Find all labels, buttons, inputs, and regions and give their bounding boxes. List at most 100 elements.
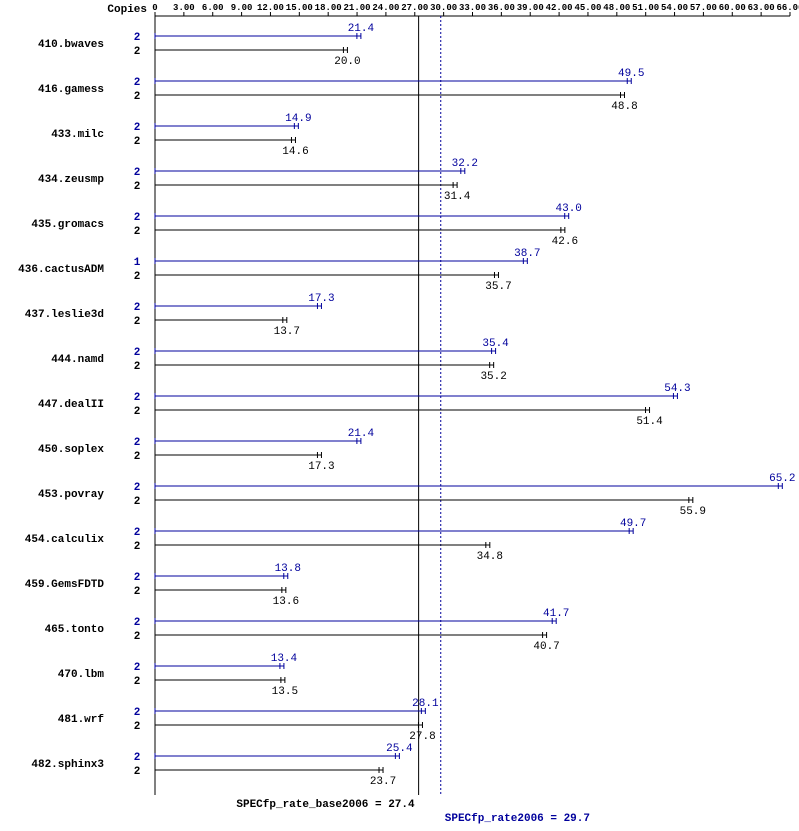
- copies-peak: 2: [134, 662, 141, 674]
- benchmark-label: 416.gamess: [38, 84, 104, 96]
- peak-value-label: 25.4: [386, 743, 413, 755]
- peak-value-label: 49.7: [620, 518, 646, 530]
- copies-base: 2: [134, 766, 141, 778]
- benchmark-label: 433.milc: [51, 129, 104, 141]
- peak-value-label: 65.2: [769, 473, 795, 485]
- base-value-label: 23.7: [370, 776, 396, 788]
- peak-value-label: 21.4: [348, 23, 375, 35]
- copies-base: 2: [134, 451, 141, 463]
- benchmark-label: 465.tonto: [45, 624, 105, 636]
- base-value-label: 35.2: [480, 371, 506, 383]
- base-value-label: 42.6: [552, 236, 578, 248]
- copies-base: 2: [134, 361, 141, 373]
- copies-base: 2: [134, 316, 141, 328]
- base-footer-label: SPECfp_rate_base2006 = 27.4: [236, 799, 415, 811]
- benchmark-label: 444.namd: [51, 354, 104, 366]
- x-axis-tick-label: 12.00: [257, 3, 284, 13]
- benchmark-label: 437.leslie3d: [25, 309, 104, 321]
- base-value-label: 27.8: [409, 731, 435, 743]
- benchmark-label: 481.wrf: [58, 714, 105, 726]
- x-axis-tick-label: 18.00: [315, 3, 342, 13]
- copies-base: 2: [134, 271, 141, 283]
- x-axis-tick-label: 54.00: [661, 3, 688, 13]
- peak-value-label: 38.7: [514, 248, 540, 260]
- copies-peak: 2: [134, 752, 141, 764]
- copies-peak: 2: [134, 347, 141, 359]
- copies-peak: 2: [134, 482, 141, 494]
- base-value-label: 13.6: [273, 596, 299, 608]
- x-axis-tick-label: 60.00: [719, 3, 746, 13]
- x-axis-tick-label: 66.00: [776, 3, 799, 13]
- peak-value-label: 28.1: [412, 698, 439, 710]
- benchmark-label: 470.lbm: [58, 669, 105, 681]
- copies-peak: 2: [134, 392, 141, 404]
- x-axis-tick-label: 63.00: [748, 3, 775, 13]
- benchmark-label: 482.sphinx3: [31, 759, 104, 771]
- copies-peak: 1: [134, 257, 141, 269]
- spec-rate-svg: 03.006.009.0012.0015.0018.0021.0024.0027…: [0, 0, 799, 831]
- benchmark-label: 410.bwaves: [38, 39, 104, 51]
- copies-base: 2: [134, 631, 141, 643]
- base-value-label: 55.9: [680, 506, 706, 518]
- x-axis-tick-label: 21.00: [344, 3, 371, 13]
- peak-value-label: 41.7: [543, 608, 569, 620]
- copies-peak: 2: [134, 617, 141, 629]
- peak-footer-label: SPECfp_rate2006 = 29.7: [445, 813, 590, 825]
- benchmark-label: 450.soplex: [38, 444, 104, 456]
- peak-value-label: 54.3: [664, 383, 690, 395]
- copies-peak: 2: [134, 32, 141, 44]
- benchmark-label: 453.povray: [38, 489, 104, 501]
- x-axis-tick-label: 30.00: [430, 3, 457, 13]
- x-axis-tick-label: 48.00: [603, 3, 630, 13]
- copies-peak: 2: [134, 302, 141, 314]
- copies-peak: 2: [134, 212, 141, 224]
- base-value-label: 31.4: [444, 191, 471, 203]
- base-value-label: 17.3: [308, 461, 334, 473]
- base-value-label: 13.7: [274, 326, 300, 338]
- copies-peak: 2: [134, 572, 141, 584]
- chart-background: [0, 0, 799, 831]
- peak-value-label: 17.3: [308, 293, 334, 305]
- copies-peak: 2: [134, 167, 141, 179]
- copies-base: 2: [134, 226, 141, 238]
- x-axis-tick-label: 15.00: [286, 3, 313, 13]
- base-value-label: 13.5: [272, 686, 298, 698]
- peak-value-label: 32.2: [452, 158, 478, 170]
- x-axis-tick-label: 6.00: [202, 3, 224, 13]
- benchmark-label: 459.GemsFDTD: [25, 579, 105, 591]
- copies-peak: 2: [134, 707, 141, 719]
- spec-rate-chart: 03.006.009.0012.0015.0018.0021.0024.0027…: [0, 0, 799, 831]
- x-axis-tick-label: 9.00: [231, 3, 253, 13]
- x-axis-tick-label: 57.00: [690, 3, 717, 13]
- x-axis-tick-label: 51.00: [632, 3, 659, 13]
- x-axis-tick-label: 0: [152, 3, 157, 13]
- base-value-label: 40.7: [533, 641, 559, 653]
- x-axis-tick-label: 36.00: [488, 3, 515, 13]
- peak-value-label: 13.4: [271, 653, 298, 665]
- peak-value-label: 43.0: [556, 203, 582, 215]
- base-value-label: 51.4: [636, 416, 663, 428]
- base-value-label: 48.8: [611, 101, 637, 113]
- x-axis-tick-label: 42.00: [546, 3, 573, 13]
- peak-value-label: 35.4: [482, 338, 509, 350]
- copies-base: 2: [134, 721, 141, 733]
- benchmark-label: 447.dealII: [38, 399, 104, 411]
- benchmark-label: 436.cactusADM: [18, 264, 104, 276]
- copies-peak: 2: [134, 77, 141, 89]
- base-value-label: 14.6: [282, 146, 308, 158]
- base-value-label: 34.8: [477, 551, 503, 563]
- copies-base: 2: [134, 406, 141, 418]
- peak-value-label: 13.8: [275, 563, 301, 575]
- benchmark-label: 435.gromacs: [31, 219, 104, 231]
- copies-base: 2: [134, 676, 141, 688]
- x-axis-tick-label: 33.00: [459, 3, 486, 13]
- x-axis-tick-label: 3.00: [173, 3, 195, 13]
- x-axis-tick-label: 39.00: [517, 3, 544, 13]
- copies-base: 2: [134, 586, 141, 598]
- peak-value-label: 21.4: [348, 428, 375, 440]
- peak-value-label: 14.9: [285, 113, 311, 125]
- copies-base: 2: [134, 46, 141, 58]
- copies-peak: 2: [134, 527, 141, 539]
- x-axis-tick-label: 45.00: [574, 3, 601, 13]
- benchmark-label: 434.zeusmp: [38, 174, 104, 186]
